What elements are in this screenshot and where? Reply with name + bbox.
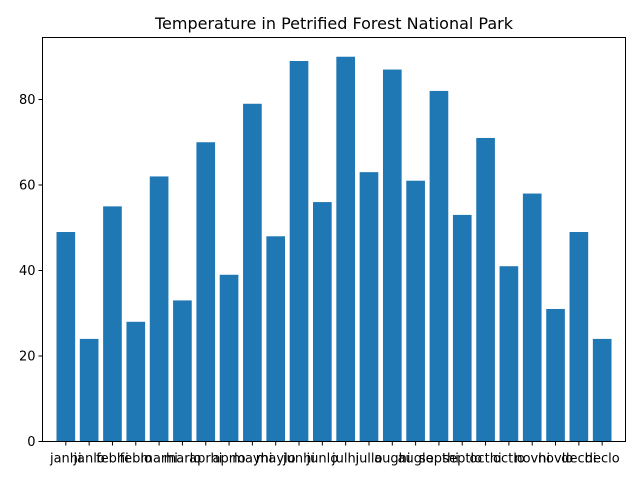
- x-tick-label: declo: [585, 452, 620, 467]
- x-tick-label: jullo: [354, 452, 382, 467]
- x-tick-label: novlo: [538, 452, 573, 467]
- bar-maylo: [266, 236, 286, 442]
- bar-novhi: [522, 193, 542, 442]
- y-tick-label: 40: [19, 264, 36, 279]
- bar-septhi: [429, 90, 449, 442]
- x-tick-label: marlo: [164, 452, 202, 467]
- x-tick-label: mayhi: [232, 452, 272, 467]
- bar-marlo: [173, 300, 192, 442]
- bar-julhi: [336, 56, 355, 442]
- bar-janlo: [79, 338, 99, 442]
- bar-mayhi: [243, 103, 262, 442]
- x-tick-label: janlo: [72, 452, 104, 467]
- bar-octhi: [476, 137, 495, 442]
- bar-febhi: [103, 206, 122, 442]
- x-tick-label: octhi: [470, 452, 502, 467]
- bar-janhi: [56, 232, 76, 442]
- x-axis-ticks: janhijanlofebhifeblomarhimarloaprhiaprlo…: [49, 441, 620, 467]
- bars-group: [56, 56, 612, 442]
- x-tick-label: julhi: [331, 452, 359, 467]
- bar-auglo: [406, 180, 425, 442]
- x-tick-label: febhi: [96, 452, 129, 467]
- x-tick-label: novhi: [514, 452, 550, 467]
- y-axis-ticks: 0 20 40 60 80: [19, 93, 43, 450]
- x-tick-label: junhi: [282, 452, 315, 467]
- bar-junhi: [289, 61, 309, 442]
- bar-octlo: [499, 266, 519, 442]
- x-tick-label: aprlo: [212, 452, 245, 467]
- bar-declo: [592, 338, 612, 442]
- bar-feblo: [126, 321, 146, 442]
- x-tick-label: feblo: [120, 452, 152, 467]
- bar-aprlo: [219, 274, 239, 442]
- bar-aprhi: [196, 142, 216, 442]
- bar-novlo: [546, 308, 565, 442]
- x-tick-label: septhi: [419, 452, 459, 467]
- bar-aughi: [382, 69, 402, 442]
- x-tick-label: septlo: [442, 452, 482, 467]
- y-tick-label: 80: [19, 93, 36, 108]
- bar-dechi: [569, 232, 589, 442]
- bar-junlo: [313, 202, 332, 442]
- x-tick-label: marhi: [140, 452, 178, 467]
- y-tick-label: 20: [19, 349, 36, 364]
- x-tick-label: janhi: [49, 452, 82, 467]
- chart-title: Temperature in Petrified Forest National…: [154, 14, 514, 33]
- x-tick-label: aprhi: [189, 452, 222, 467]
- x-tick-label: octlo: [493, 452, 525, 467]
- y-tick-label: 60: [19, 178, 36, 193]
- x-tick-label: dechi: [561, 452, 596, 467]
- x-tick-label: auglo: [398, 452, 434, 467]
- x-tick-label: aughi: [374, 452, 410, 467]
- y-tick-label: 0: [27, 435, 35, 450]
- bar-marhi: [149, 176, 169, 442]
- x-tick-label: maylo: [256, 452, 296, 467]
- plot-frame: [42, 37, 626, 442]
- bar-jullo: [359, 172, 379, 442]
- x-tick-label: junlo: [306, 452, 339, 467]
- bar-septlo: [452, 214, 472, 442]
